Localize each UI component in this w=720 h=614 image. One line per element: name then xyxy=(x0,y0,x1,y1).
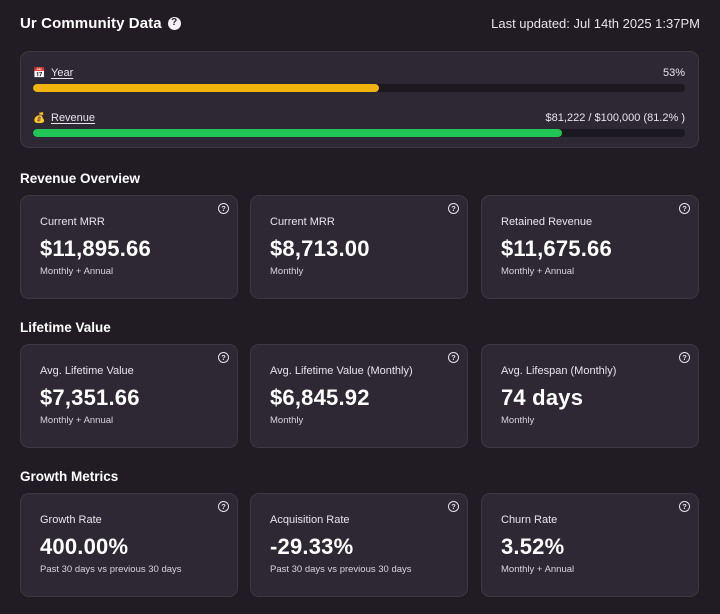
help-icon[interactable]: ? xyxy=(679,501,690,512)
revenue-progress-fill xyxy=(33,129,563,137)
metric-value: $6,845.92 xyxy=(270,385,370,410)
revenue-label-group: 💰 Revenue xyxy=(33,112,95,124)
help-icon[interactable]: ? xyxy=(218,352,229,363)
metric-label: Churn Rate xyxy=(501,514,558,526)
section-title-revenue-overview: Revenue Overview xyxy=(20,171,141,186)
metric-value: $7,351.66 xyxy=(40,385,140,410)
metric-label: Avg. Lifetime Value xyxy=(40,365,134,377)
section-title-lifetime-value: Lifetime Value xyxy=(20,320,111,335)
help-icon[interactable]: ? xyxy=(679,203,690,214)
help-icon[interactable]: ? xyxy=(448,203,459,214)
metric-card: ? Avg. Lifetime Value (Monthly) $6,845.9… xyxy=(250,344,468,448)
metric-card: ? Avg. Lifespan (Monthly) 74 days Monthl… xyxy=(481,344,699,448)
revenue-progress-track xyxy=(33,129,685,137)
year-progress-track xyxy=(33,84,685,92)
help-icon[interactable]: ? xyxy=(448,352,459,363)
metric-subtitle: Monthly + Annual xyxy=(40,415,114,426)
metric-card: ? Current MRR $11,895.66 Monthly + Annua… xyxy=(20,195,238,299)
metric-card: ? Acquisition Rate -29.33% Past 30 days … xyxy=(250,493,468,597)
goals-panel: 📅 Year 53% 💰 Revenue $81,222 / $100,000 … xyxy=(20,51,699,148)
metric-label: Avg. Lifespan (Monthly) xyxy=(501,365,617,377)
year-percent: 53% xyxy=(662,67,685,79)
metric-card: ? Retained Revenue $11,675.66 Monthly + … xyxy=(481,195,699,299)
section-title-growth-metrics: Growth Metrics xyxy=(20,469,119,484)
metric-subtitle: Monthly xyxy=(270,415,304,426)
revenue-value: $81,222 / $100,000 (81.2% ) xyxy=(545,112,685,124)
metric-card: ? Avg. Lifetime Value $7,351.66 Monthly … xyxy=(20,344,238,448)
metric-label: Acquisition Rate xyxy=(270,514,350,526)
metric-value: 74 days xyxy=(501,385,584,410)
year-label-group: 📅 Year xyxy=(33,67,73,79)
help-icon[interactable]: ? xyxy=(218,203,229,214)
metric-value: 3.52% xyxy=(501,534,565,559)
metric-value: 400.00% xyxy=(40,534,129,559)
metric-label: Current MRR xyxy=(40,216,105,228)
year-progress: 📅 Year 53% xyxy=(33,66,685,92)
metric-card: ? Current MRR $8,713.00 Monthly xyxy=(250,195,468,299)
metric-value: $8,713.00 xyxy=(270,236,370,261)
metric-card: ? Churn Rate 3.52% Monthly + Annual xyxy=(481,493,699,597)
metric-card: ? Growth Rate 400.00% Past 30 days vs pr… xyxy=(20,493,238,597)
metric-value: $11,895.66 xyxy=(40,236,151,261)
help-icon[interactable]: ? xyxy=(218,501,229,512)
page-title: Ur Community Data xyxy=(20,14,162,32)
metric-label: Retained Revenue xyxy=(501,216,593,228)
money-bag-icon: 💰 xyxy=(33,112,46,124)
revenue-label[interactable]: Revenue xyxy=(51,112,96,124)
title-group: Ur Community Data ? xyxy=(20,15,181,32)
year-label[interactable]: Year xyxy=(51,67,74,79)
metric-subtitle: Past 30 days vs previous 30 days xyxy=(270,564,412,575)
revenue-progress: 💰 Revenue $81,222 / $100,000 (81.2% ) xyxy=(33,111,685,137)
metric-label: Avg. Lifetime Value (Monthly) xyxy=(270,365,413,377)
metric-subtitle: Monthly + Annual xyxy=(40,266,114,277)
help-icon[interactable]: ? xyxy=(679,352,690,363)
question-circle-icon[interactable]: ? xyxy=(167,16,181,30)
metric-subtitle: Monthly + Annual xyxy=(501,266,575,277)
metric-subtitle: Monthly xyxy=(270,266,304,277)
metric-subtitle: Past 30 days vs previous 30 days xyxy=(40,564,182,575)
calendar-icon: 📅 xyxy=(33,67,46,79)
metric-subtitle: Monthly xyxy=(501,415,535,426)
header: Ur Community Data ? Last updated: Jul 14… xyxy=(20,12,700,34)
metric-label: Current MRR xyxy=(270,216,335,228)
metric-subtitle: Monthly + Annual xyxy=(501,564,575,575)
metric-label: Growth Rate xyxy=(40,514,102,526)
year-progress-fill xyxy=(33,84,379,92)
help-icon[interactable]: ? xyxy=(448,501,459,512)
metric-value: -29.33% xyxy=(270,534,354,559)
last-updated: Last updated: Jul 14th 2025 1:37PM xyxy=(491,15,700,31)
metric-value: $11,675.66 xyxy=(501,236,612,261)
